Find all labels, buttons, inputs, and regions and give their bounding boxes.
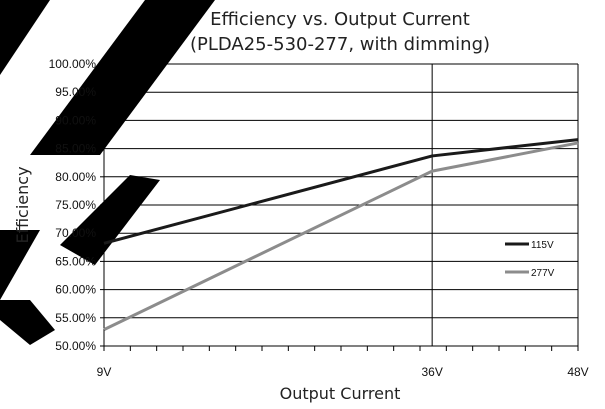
legend: 115V 277V bbox=[505, 240, 555, 279]
y-axis-ticks: 100.00% 95.00% 90.00% 85.00% 80.00% 75.00% 70.… bbox=[49, 57, 104, 353]
y-tick-label: 80.00% bbox=[55, 170, 96, 184]
x-axis-title: Output Current bbox=[280, 384, 401, 403]
y-tick-label: 70.00% bbox=[55, 226, 96, 240]
y-tick-label: 60.00% bbox=[55, 283, 96, 297]
chart-title: Efficiency vs. Output Current bbox=[210, 9, 470, 30]
chart-subtitle: (PLDA25-530-277, with dimming) bbox=[190, 34, 490, 55]
series-line-115v bbox=[103, 138, 579, 245]
x-tick-label: 9V bbox=[97, 365, 112, 379]
x-tick-label: 36V bbox=[421, 365, 442, 379]
y-axis-title: Efficiency bbox=[13, 166, 32, 243]
y-tick-label: 75.00% bbox=[55, 198, 96, 212]
y-tick-label: 55.00% bbox=[55, 311, 96, 325]
y-tick-label: 85.00% bbox=[55, 142, 96, 156]
y-tick-label: 50.00% bbox=[55, 339, 96, 353]
x-axis-ticks: 9V 36V 48V bbox=[97, 346, 589, 379]
y-tick-label: 90.00% bbox=[55, 113, 96, 127]
legend-label-115v: 115V bbox=[531, 240, 554, 251]
y-tick-label: 95.00% bbox=[55, 85, 96, 99]
series-lines bbox=[103, 138, 579, 331]
y-tick-label: 100.00% bbox=[49, 57, 97, 71]
watermark-graphic bbox=[0, 0, 215, 345]
y-tick-label: 65.00% bbox=[55, 254, 96, 268]
legend-label-277v: 277V bbox=[531, 268, 555, 279]
grid-lines bbox=[104, 63, 578, 347]
series-line-277v bbox=[103, 141, 579, 331]
x-tick-label: 48V bbox=[567, 365, 588, 379]
